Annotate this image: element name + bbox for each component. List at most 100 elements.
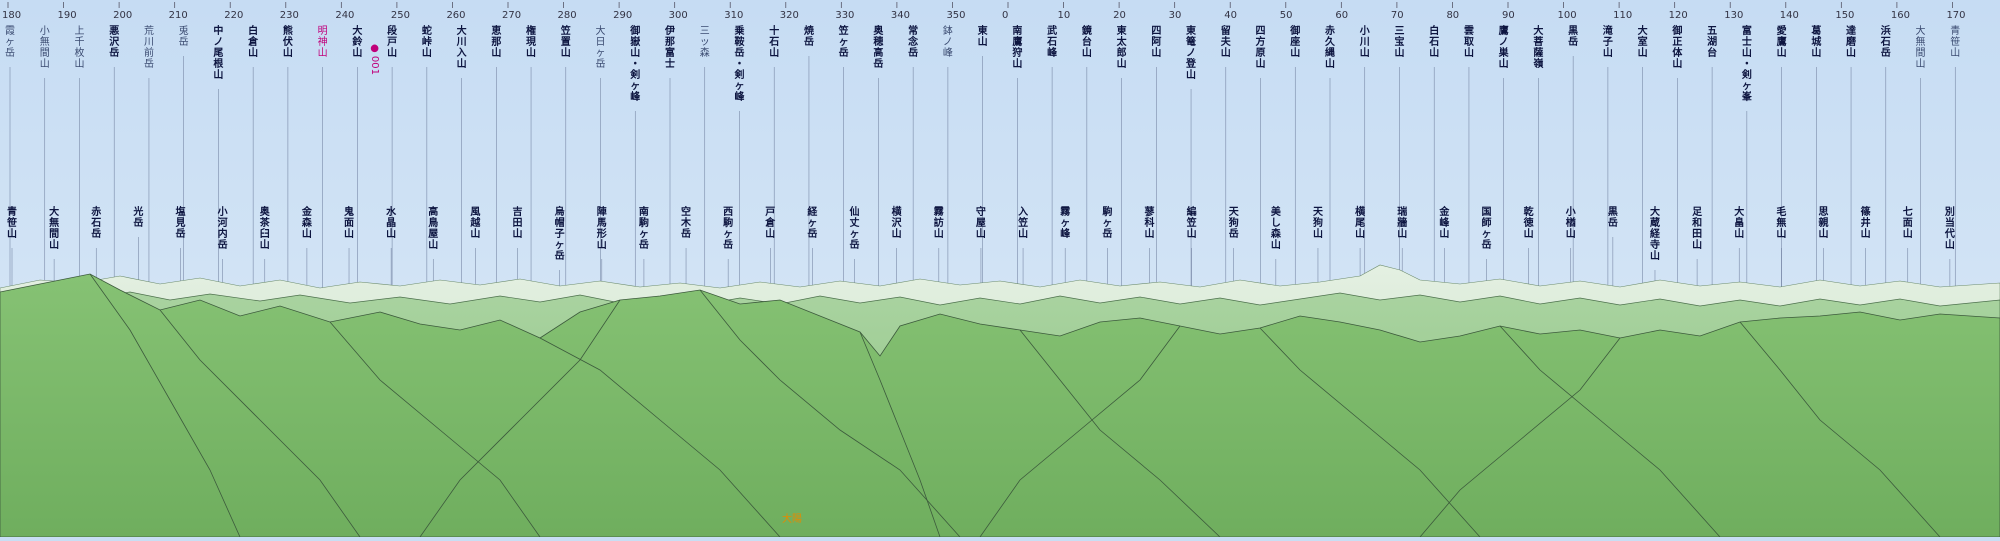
peak-label[interactable]: 鷹ノ巣山 [1498,24,1510,70]
peak-label[interactable]: 荒川前岳 [144,25,154,70]
peak-label-lower[interactable]: 足和田山 [1691,206,1703,251]
peak-label[interactable]: 蛇峠山 [422,24,432,59]
peak-label[interactable]: 焼岳 [804,24,814,48]
peak-label[interactable]: 五湖台 [1707,25,1717,59]
peak-label[interactable]: 三ッ森 [700,26,710,59]
peak-label[interactable]: 上千枚山 [74,25,84,70]
peak-label[interactable]: 乗鞍岳・剣ヶ峰 [733,24,745,103]
peak-label[interactable]: 富士山・剣ヶ峯 [1741,24,1753,103]
peak-label-lower[interactable]: 風越山 [469,206,481,240]
peak-label[interactable]: 小川山 [1359,24,1370,59]
peak-label[interactable]: 滝子山 [1603,24,1613,59]
peak-label-lower[interactable]: 美し森山 [1270,205,1282,251]
peak-label[interactable]: 四方原山 [1256,25,1266,70]
peak-label[interactable]: 鉢ノ峰 [943,24,953,59]
peak-label-lower[interactable]: 赤石岳 [90,205,101,240]
peak-label-lower[interactable]: 大畠山 [1734,205,1744,240]
peak-label-lower[interactable]: 横沢山 [892,205,903,240]
peak-label[interactable]: 達磨山 [1845,24,1857,59]
peak-label-lower[interactable]: 別当代山 [1944,205,1955,251]
peak-label[interactable]: 白石山 [1428,24,1439,59]
peak-label-lower[interactable]: 奥茶臼山 [259,205,271,251]
peak-label[interactable]: 明神山 [318,25,328,59]
peak-label-lower[interactable]: 国師ヶ岳 [1481,206,1491,251]
peak-label-lower[interactable]: 思親山 [1818,206,1828,240]
peak-label[interactable]: 大菩薩嶺 [1532,24,1544,70]
peak-label[interactable]: 浜石岳 [1880,24,1891,59]
peak-label-lower[interactable]: 編笠山 [1186,205,1197,240]
peak-label[interactable]: 熊伏山 [282,24,293,59]
peak-label-lower[interactable]: 霧ヶ峰 [1060,206,1071,240]
peak-label-lower[interactable]: 鬼面山 [344,205,354,240]
peak-label-lower[interactable]: 七面山 [1903,205,1913,240]
peak-label[interactable]: 黒岳 [1568,25,1578,48]
peak-label[interactable]: 三宝山 [1394,25,1404,59]
peak-label-lower[interactable]: 烏帽子ヶ岳 [555,205,565,262]
peak-label-lower[interactable]: 金森山 [301,205,313,240]
peak-label-lower[interactable]: 毛無山 [1776,205,1786,240]
peak-label[interactable]: 御正体山 [1671,24,1683,70]
peak-label[interactable]: 大日ヶ岳 [596,24,606,70]
peak-label-lower[interactable]: 南駒ヶ岳 [638,205,649,251]
position-marker[interactable]: ● 001 [369,44,380,75]
peak-label[interactable]: 霞ヶ岳 [5,25,15,59]
peak-label[interactable]: 恵那山 [491,24,501,59]
peak-label[interactable]: 武石峰 [1046,24,1058,59]
peak-label-lower[interactable]: 黒岳 [1608,206,1618,229]
peak-label-lower[interactable]: 大蔵経寺山 [1650,205,1661,262]
peak-label[interactable]: 常念岳 [907,24,918,59]
peak-label-lower[interactable]: 塩見岳 [175,205,186,240]
peak-label-lower[interactable]: 仙丈ヶ岳 [850,205,860,251]
peak-label[interactable]: 青笹山 [1950,24,1960,59]
peak-label-lower[interactable]: 入笠山 [1017,206,1028,240]
peak-label-lower[interactable]: 駒ヶ岳 [1101,205,1112,240]
peak-label[interactable]: 南鷹狩山 [1011,24,1022,70]
peak-label-lower[interactable]: 天狗岳 [1229,206,1240,240]
peak-label-lower[interactable]: 瑞牆山 [1397,205,1407,240]
peak-label[interactable]: 段戸山 [387,24,397,59]
peak-label-lower[interactable]: 青笹山 [7,205,17,240]
peak-label-lower[interactable]: 蓼科山 [1143,205,1155,240]
peak-label[interactable]: 葛城山 [1810,24,1821,59]
peak-label[interactable]: 東篭ノ登山 [1185,24,1197,81]
peak-label[interactable]: 雲取山 [1464,25,1475,59]
peak-label[interactable]: 笠置山 [560,24,571,59]
peak-label-lower[interactable]: 西駒ヶ岳 [722,206,733,251]
peak-label[interactable]: 東山 [978,24,988,48]
peak-label-lower[interactable]: 小楢山 [1565,205,1576,240]
peak-label-lower[interactable]: 守屋山 [976,205,986,240]
peak-label[interactable]: 御嶽山・剣ヶ峰 [629,24,641,103]
peak-label[interactable]: 白倉山 [247,24,259,59]
peak-label[interactable]: 鏡台山 [1082,24,1092,59]
peak-label-lower[interactable]: 金峰山 [1438,205,1450,240]
peak-label-lower[interactable]: 経ヶ岳 [807,205,818,240]
peak-label-lower[interactable]: 高鳥屋山 [428,205,438,251]
peak-label-lower[interactable]: 乾徳山 [1523,205,1534,240]
peak-label-lower[interactable]: 吉田山 [513,205,523,240]
peak-label[interactable]: 十石山 [768,24,779,59]
peak-label[interactable]: 大室山 [1638,24,1648,59]
peak-label[interactable]: 伊那富士 [664,24,675,70]
peak-label[interactable]: 小無間山 [40,25,50,70]
peak-label[interactable]: 四阿山 [1151,25,1161,59]
peak-label-lower[interactable]: 天狗山 [1313,206,1324,240]
peak-label-lower[interactable]: 大無間山 [49,205,59,251]
peak-label[interactable]: 大無間山 [1916,24,1926,70]
peak-label[interactable]: 大鈴山 [352,24,363,59]
peak-label[interactable]: 赤久縄山 [1324,24,1336,70]
peak-label[interactable]: 中ノ尾根山 [213,24,223,81]
peak-label[interactable]: 御座山 [1289,24,1300,59]
peak-label-lower[interactable]: 篠井山 [1861,205,1871,240]
peak-label[interactable]: 兎岳 [179,25,189,48]
peak-label[interactable]: 奥穂高岳 [873,24,884,70]
peak-label-lower[interactable]: 霧訪山 [934,206,945,240]
peak-label[interactable]: 笠ヶ岳 [838,24,849,59]
peak-label-lower[interactable]: 陣馬形山 [597,205,607,251]
peak-label[interactable]: 大川入山 [456,24,467,70]
peak-label-lower[interactable]: 戸倉山 [764,206,776,240]
peak-label[interactable]: 留夫山 [1220,24,1232,59]
peak-label-lower[interactable]: 水晶山 [385,205,397,240]
peak-label-lower[interactable]: 横尾山 [1355,205,1366,240]
peak-label-lower[interactable]: 空木岳 [680,205,692,240]
